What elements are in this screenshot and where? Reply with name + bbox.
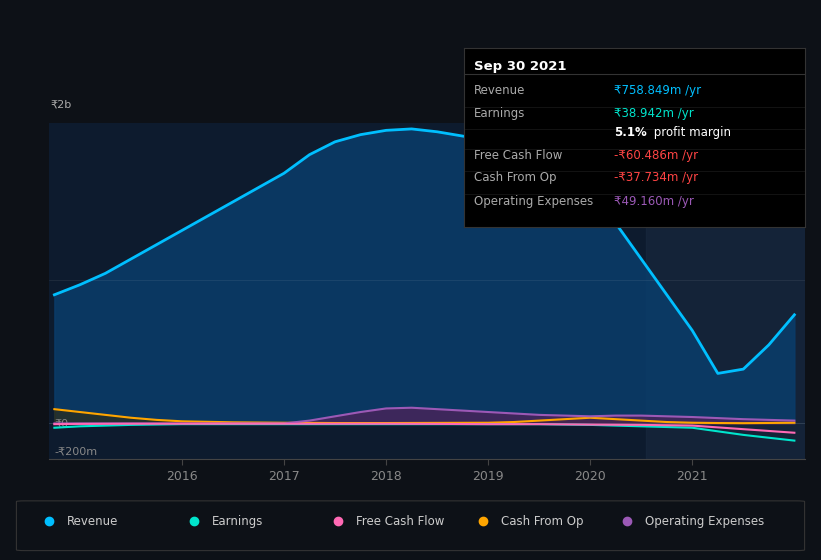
Text: -₹60.486m /yr: -₹60.486m /yr <box>614 148 698 162</box>
Text: -₹37.734m /yr: -₹37.734m /yr <box>614 171 698 184</box>
Text: Free Cash Flow: Free Cash Flow <box>356 515 445 528</box>
Text: ₹0: ₹0 <box>54 418 68 428</box>
Text: Sep 30 2021: Sep 30 2021 <box>474 60 566 73</box>
Text: Cash From Op: Cash From Op <box>501 515 583 528</box>
Text: ₹758.849m /yr: ₹758.849m /yr <box>614 84 701 97</box>
Text: Free Cash Flow: Free Cash Flow <box>474 148 562 162</box>
Text: profit margin: profit margin <box>649 126 731 139</box>
Text: Revenue: Revenue <box>67 515 119 528</box>
Text: Earnings: Earnings <box>474 106 525 119</box>
Text: ₹49.160m /yr: ₹49.160m /yr <box>614 195 694 208</box>
Text: Operating Expenses: Operating Expenses <box>645 515 764 528</box>
Text: 5.1%: 5.1% <box>614 126 646 139</box>
Text: Operating Expenses: Operating Expenses <box>474 195 594 208</box>
Text: ₹38.942m /yr: ₹38.942m /yr <box>614 106 694 119</box>
Text: ₹2b: ₹2b <box>51 100 72 110</box>
Text: Cash From Op: Cash From Op <box>474 171 557 184</box>
Text: Revenue: Revenue <box>474 84 525 97</box>
Bar <box>646 123 805 459</box>
Text: -₹200m: -₹200m <box>54 447 98 457</box>
Text: Earnings: Earnings <box>212 515 264 528</box>
